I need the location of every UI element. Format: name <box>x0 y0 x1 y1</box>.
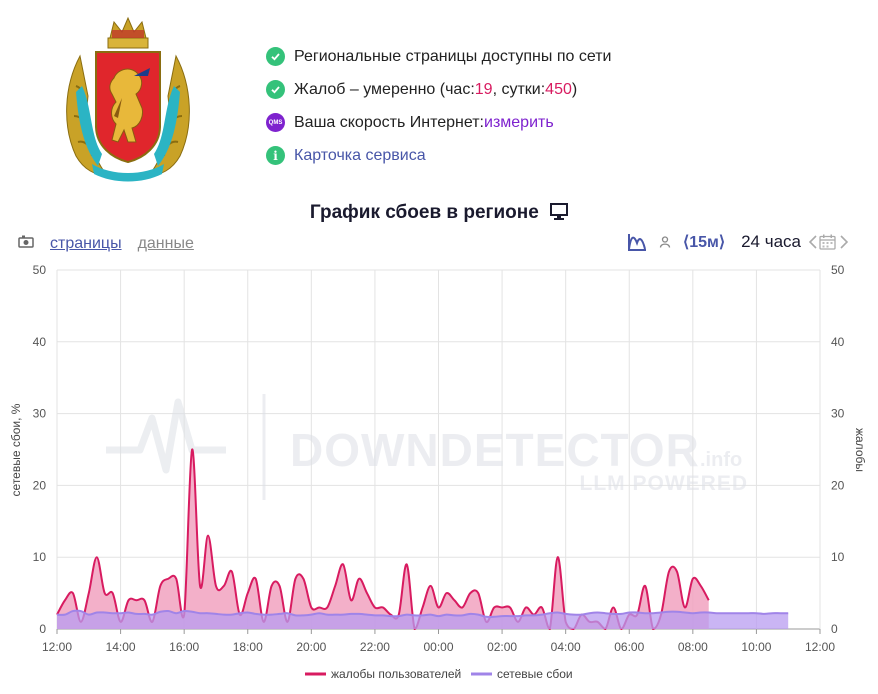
speed-prefix: Ваша скорость Интернет: <box>294 113 484 131</box>
tab-pages[interactable]: страницы <box>50 234 122 252</box>
status-pages: Региональные страницы доступны по сети <box>266 40 611 73</box>
chart-series <box>56 448 789 631</box>
monitor-icon[interactable] <box>550 203 569 226</box>
y-tick-label-right: 10 <box>831 550 845 564</box>
calendar-icon[interactable] <box>819 234 836 250</box>
interval-toggle[interactable]: ⟨15м⟩ <box>682 234 726 251</box>
chart-toolbar-right: ⟨15м⟩ 24 часа <box>615 232 848 252</box>
time-range-selector[interactable]: 24 часа <box>741 232 801 251</box>
status-pages-text: Региональные страницы доступны по сети <box>294 47 612 65</box>
complaints-hour-value: 19 <box>474 80 493 98</box>
watermark: DOWNDETECTOR .info LLM POWERED <box>106 394 749 500</box>
chart-title-row: График сбоев в регионе <box>0 202 878 226</box>
service-card-link[interactable]: Карточка сервиса <box>294 146 426 164</box>
tab-data[interactable]: данные <box>137 234 194 252</box>
user-icon[interactable] <box>659 236 671 248</box>
chart-legend: жалобы пользователей сетевые сбои <box>305 667 573 681</box>
x-tick-label: 02:00 <box>487 640 517 654</box>
status-panel: Региональные страницы доступны по сети Ж… <box>266 40 611 172</box>
y-tick-label-right: 50 <box>831 263 845 277</box>
camera-icon[interactable] <box>18 234 34 253</box>
y-tick-label-left: 10 <box>33 550 47 564</box>
y-axis-label-left: сетевые сбои, % <box>9 403 23 496</box>
x-tick-label: 22:00 <box>360 640 390 654</box>
y-tick-label-left: 50 <box>33 263 47 277</box>
check-icon <box>266 80 285 99</box>
status-service-card: i Карточка сервиса <box>266 139 611 172</box>
legend-network[interactable]: сетевые сбои <box>497 667 573 681</box>
region-emblem <box>66 16 190 182</box>
x-tick-label: 00:00 <box>423 640 453 654</box>
y-tick-label-left: 20 <box>33 478 47 492</box>
x-tick-label: 14:00 <box>106 640 136 654</box>
check-icon <box>266 47 285 66</box>
legend-complaints[interactable]: жалобы пользователей <box>331 667 461 681</box>
watermark-main: DOWNDETECTOR <box>290 424 700 476</box>
x-tick-label: 10:00 <box>741 640 771 654</box>
x-tick-label: 16:00 <box>169 640 199 654</box>
x-tick-label: 20:00 <box>296 640 326 654</box>
qms-icon: QMS <box>266 113 285 132</box>
complaints-day-value: 450 <box>545 80 572 98</box>
chart-axes: 0 0 10 10 20 20 30 30 40 40 50 50 12:00 14:00 16:00 18:… <box>33 263 845 654</box>
status-complaints: Жалоб – умеренно (час: 19, сутки: 450) <box>266 73 611 106</box>
speed-measure-link[interactable]: измерить <box>484 113 554 131</box>
info-icon: i <box>266 146 285 165</box>
complaints-prefix: Жалоб – умеренно (час: <box>294 80 475 98</box>
chart-title: График сбоев в регионе <box>309 202 539 223</box>
y-tick-label-right: 20 <box>831 478 845 492</box>
y-tick-label-right: 30 <box>831 407 845 421</box>
complaints-series-area <box>57 449 709 629</box>
chart-toolbar-left: страницы данные <box>18 234 194 253</box>
y-tick-label-left: 0 <box>39 622 46 636</box>
chart-grid <box>56 269 821 630</box>
chevron-left-icon[interactable] <box>809 235 817 249</box>
area-chart-toggle-icon[interactable] <box>627 233 647 251</box>
y-tick-label-right: 0 <box>831 622 838 636</box>
x-tick-label: 04:00 <box>551 640 581 654</box>
complaints-series-line <box>56 448 710 631</box>
x-tick-label: 18:00 <box>233 640 263 654</box>
x-tick-label: 12:00 <box>805 640 835 654</box>
network-series-line <box>56 609 789 618</box>
network-series-area <box>57 610 789 629</box>
y-tick-label-left: 40 <box>33 335 47 349</box>
watermark-sub: LLM POWERED <box>580 472 749 495</box>
y-tick-label-left: 30 <box>33 407 47 421</box>
chevron-right-icon[interactable] <box>840 235 848 249</box>
watermark-suffix: .info <box>700 449 742 471</box>
y-axis-label-right: жалобы <box>853 428 867 472</box>
complaints-mid: , сутки: <box>492 80 546 98</box>
x-tick-label: 12:00 <box>42 640 72 654</box>
x-tick-label: 06:00 <box>614 640 644 654</box>
y-tick-label-right: 40 <box>831 335 845 349</box>
x-tick-label: 08:00 <box>678 640 708 654</box>
status-speed: QMS Ваша скорость Интернет: измерить <box>266 106 611 139</box>
complaints-suffix: ) <box>571 80 578 98</box>
